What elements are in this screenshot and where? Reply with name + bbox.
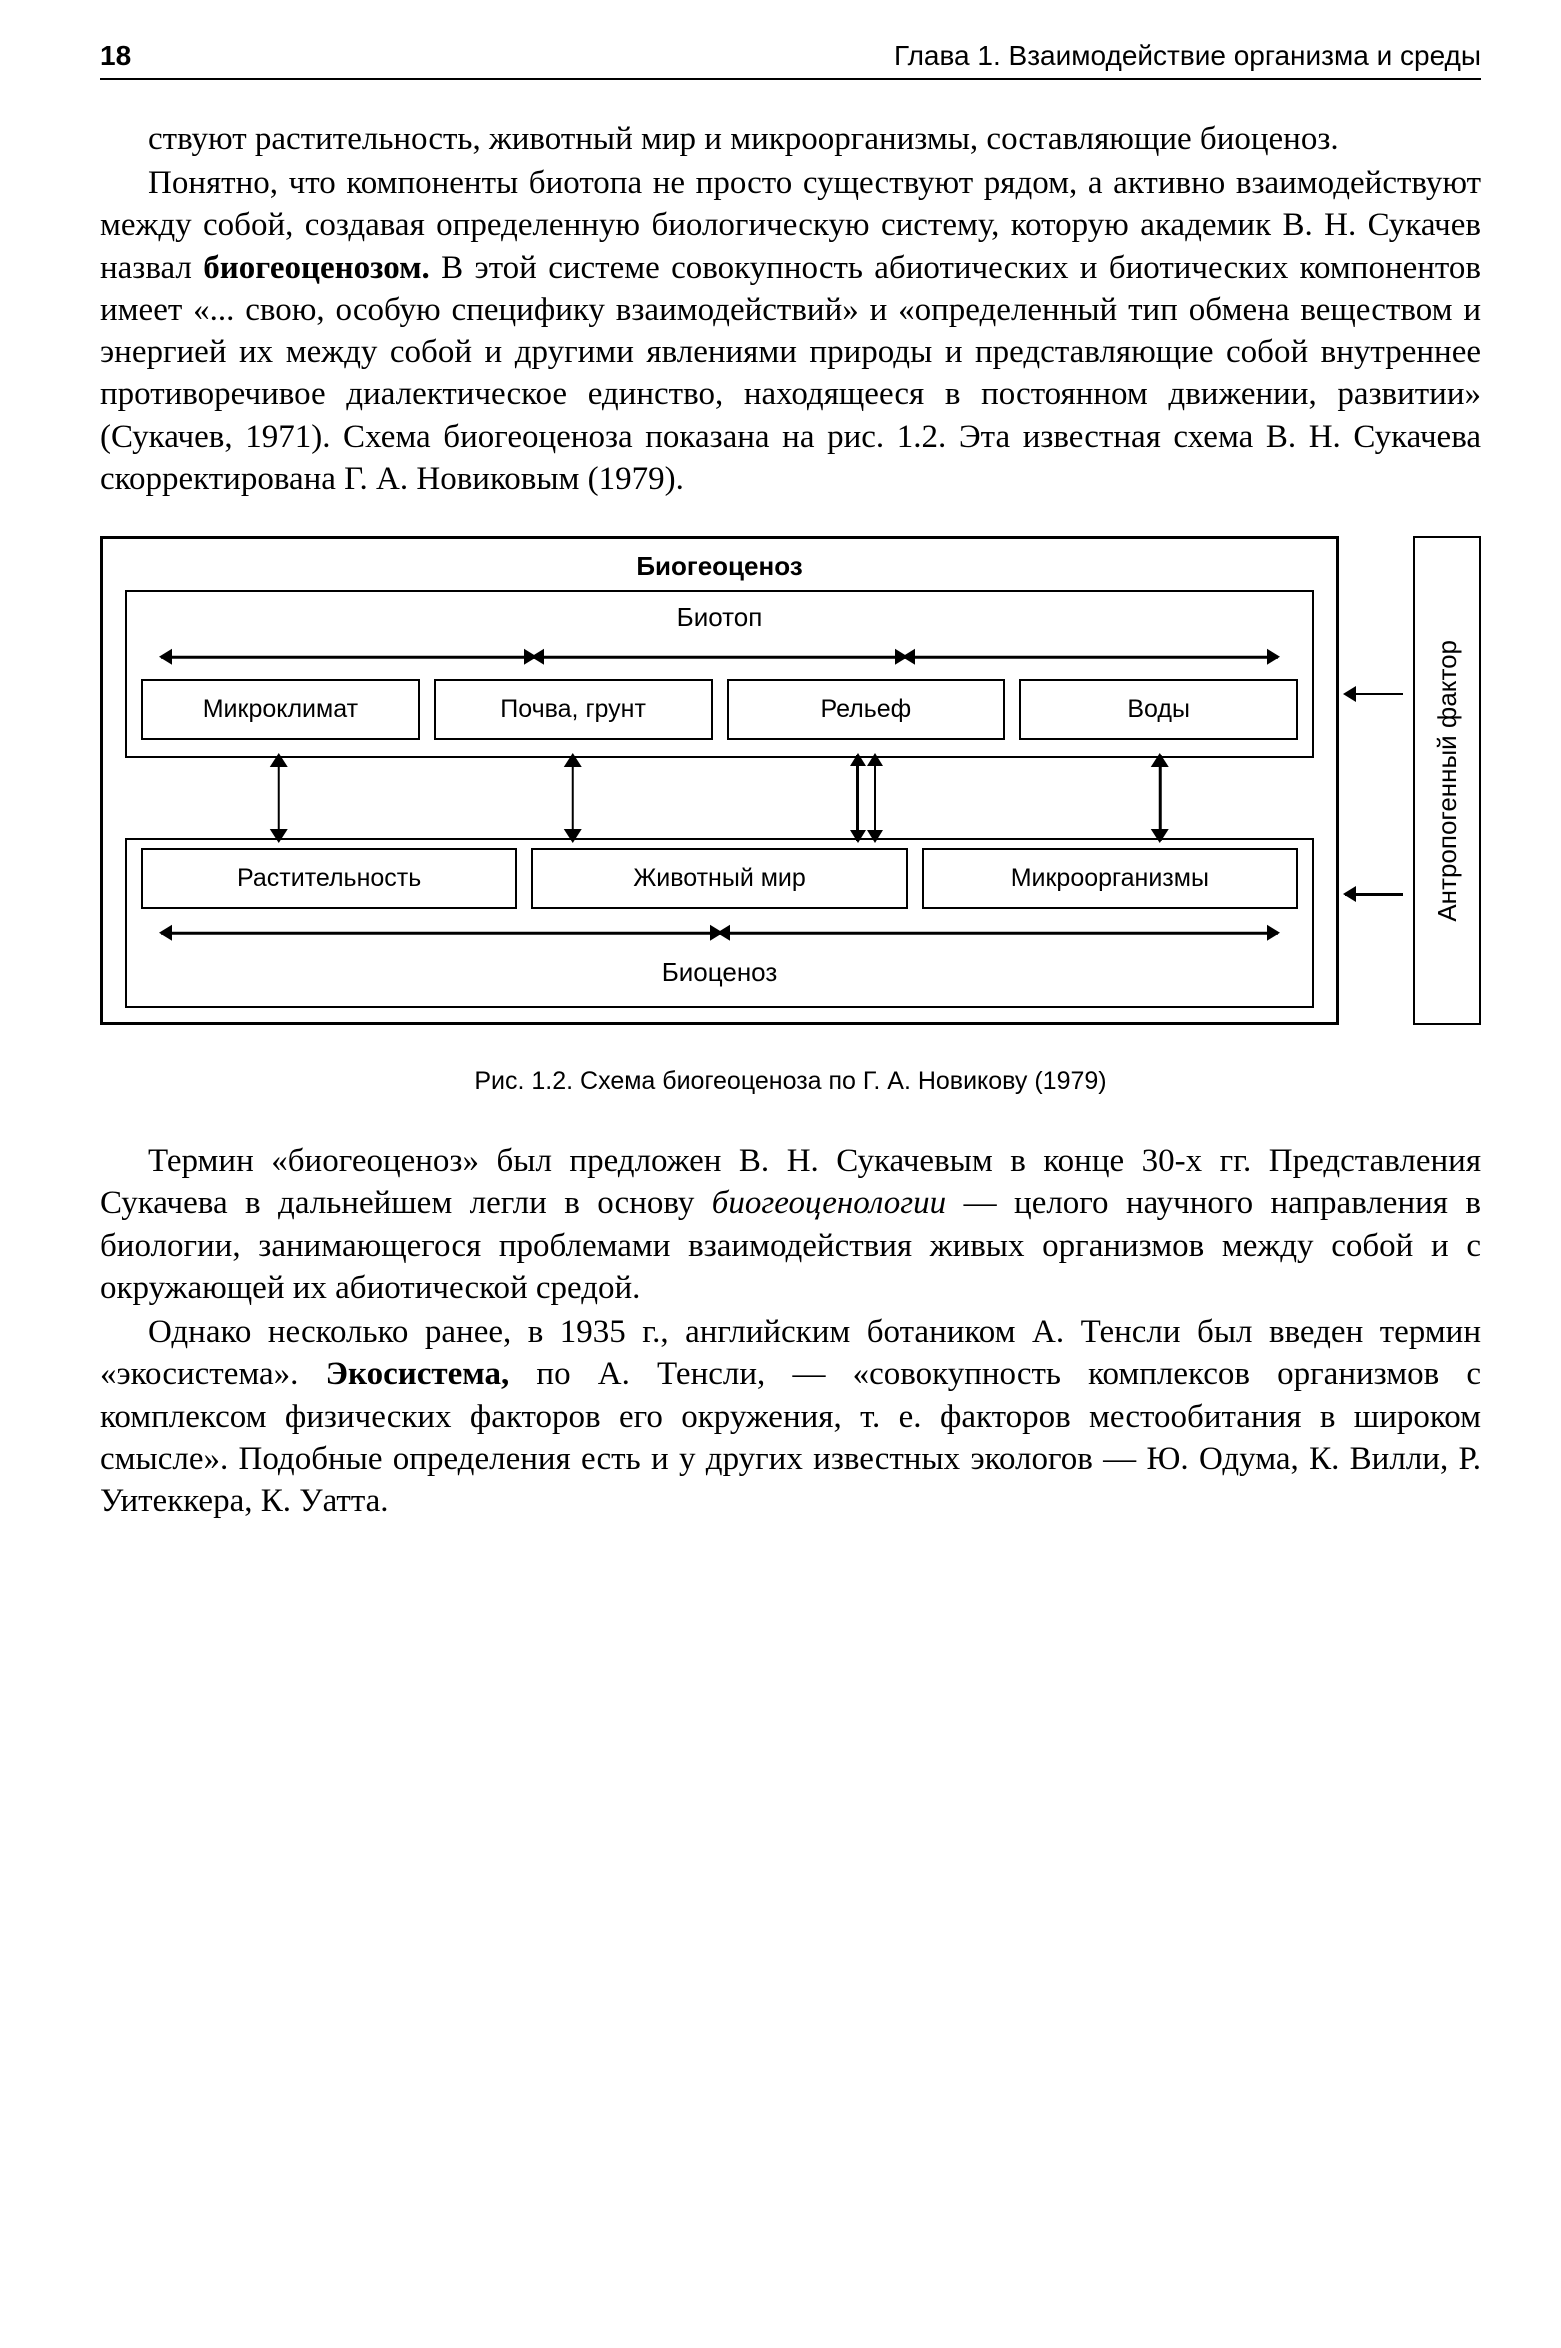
page-header: 18 Глава 1. Взаимодействие организма и с… [100,40,1481,80]
paragraph-1: ствуют растительность, животный мир и ми… [100,118,1481,160]
biotop-group: Биотоп Микроклимат Почва, грунт Рельеф В… [125,590,1314,758]
node-microorganisms: Микроорганизмы [922,848,1298,909]
page-number: 18 [100,40,131,72]
paragraph-4: Однако несколько ранее, в 1935 г., англи… [100,1311,1481,1522]
biotop-label: Биотоп [141,602,1298,633]
biotop-h-arrows [169,643,1270,671]
vertical-arrows [125,758,1314,838]
diagram-title: Биогеоценоз [111,551,1328,582]
chapter-title: Глава 1. Взаимодействие организма и сред… [894,40,1481,72]
biocenoz-group: Растительность Животный мир Микроорганиз… [125,838,1314,1008]
term-biogeocenology: биогеоценологии [712,1185,946,1221]
term-ecosystem: Экосистема, [326,1356,510,1392]
body-text-bottom: Термин «биогеоценоз» был предложен В. Н.… [100,1140,1481,1522]
figure-caption: Рис. 1.2. Схема биогеоценоза по Г. А. Но… [100,1067,1481,1096]
term-biogeocenoz: биогеоценозом. [203,250,430,286]
node-relief: Рельеф [727,679,1006,740]
biocenoz-label: Биоценоз [141,957,1298,988]
paragraph-2: Понятно, что компоненты биотопа не прост… [100,162,1481,500]
page: 18 Глава 1. Взаимодействие организма и с… [0,0,1561,1584]
biogeocenoz-box: Биогеоценоз Биотоп Микроклимат Почва, гр… [100,536,1339,1025]
node-vegetation: Растительность [141,848,517,909]
anthropogenic-factor-box: Антропогенный фактор [1413,536,1481,1025]
side-connectors [1353,536,1399,1025]
paragraph-2b: В этой системе совокупность абиотических… [100,250,1481,497]
biocenoz-nodes: Растительность Животный мир Микроорганиз… [141,848,1298,909]
anthropogenic-label: Антропогенный фактор [1432,640,1463,922]
node-microclimate: Микроклимат [141,679,420,740]
biotop-nodes: Микроклимат Почва, грунт Рельеф Воды [141,679,1298,740]
node-water: Воды [1019,679,1298,740]
node-animals: Животный мир [531,848,907,909]
paragraph-3: Термин «биогеоценоз» был предложен В. Н.… [100,1140,1481,1309]
figure-1-2: Биогеоценоз Биотоп Микроклимат Почва, гр… [100,536,1481,1025]
node-soil: Почва, грунт [434,679,713,740]
body-text-top: ствуют растительность, животный мир и ми… [100,118,1481,500]
biocenoz-h-arrows [169,919,1270,947]
